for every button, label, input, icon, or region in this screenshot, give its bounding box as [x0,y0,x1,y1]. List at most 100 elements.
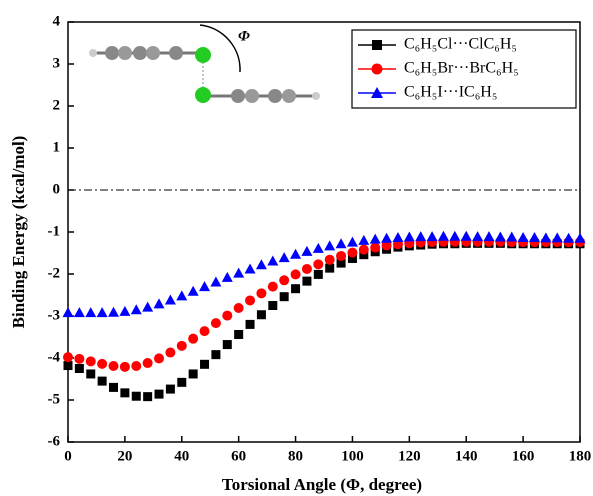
marker [370,234,381,244]
marker [324,240,335,250]
marker [166,385,175,394]
marker [119,306,130,316]
legend-marker [372,64,383,75]
y-tick-label: -5 [48,391,61,407]
marker [85,307,96,317]
marker [132,392,141,401]
marker [199,281,210,291]
marker [200,326,210,336]
marker [200,360,209,369]
marker [154,298,165,308]
x-tick-label: 100 [341,448,364,464]
marker [155,390,164,399]
marker [392,232,403,242]
marker [506,232,517,242]
marker [336,251,346,261]
y-tick-label: -4 [48,349,61,365]
chart: Φ Torsional Angle (Φ, degree) Binding En… [0,0,593,496]
marker [188,286,199,296]
y-tick-label: -1 [48,223,61,239]
marker [427,231,438,241]
marker [280,292,289,301]
marker [234,303,244,313]
marker [142,302,153,312]
molecule-inset: Φ [89,25,320,103]
marker [165,295,176,305]
y-tick-label: 2 [53,97,61,113]
legend-marker [372,40,382,50]
x-tick-label: 0 [64,448,72,464]
marker [256,288,266,298]
marker [98,377,107,386]
marker [449,231,460,241]
marker [257,310,266,319]
marker [302,277,311,286]
marker [347,248,357,258]
x-axis-title: Torsional Angle (Φ, degree) [222,475,422,494]
y-tick-label: 0 [53,181,61,197]
x-tick-label: 160 [512,448,535,464]
marker [131,304,142,314]
marker [358,235,369,245]
marker [552,232,563,242]
marker [336,238,347,248]
marker [575,233,586,243]
legend-label: C₆H₅Br···BrC₆H₅ [404,60,519,77]
x-tick-label: 40 [174,448,189,464]
marker [483,231,494,241]
marker [165,348,175,358]
marker [313,259,323,269]
marker [109,361,119,371]
y-tick-label: 3 [53,55,61,71]
marker [256,259,267,269]
marker [131,361,141,371]
y-tick-label: 4 [53,13,61,29]
y-tick-label: -6 [48,433,61,449]
marker [291,284,300,293]
marker [325,264,334,273]
marker [64,361,73,370]
marker [176,290,187,300]
marker [314,270,323,279]
marker [86,369,95,378]
x-tick-label: 120 [398,448,421,464]
y-tick-label: -2 [48,265,61,281]
marker [495,232,506,242]
marker [279,275,289,285]
marker [154,353,164,363]
x-tick-label: 180 [569,448,592,464]
marker [211,350,220,359]
marker [268,301,277,310]
marker [120,362,130,372]
marker [188,334,198,344]
x-tick-label: 20 [117,448,132,464]
marker [438,231,449,241]
marker [143,392,152,401]
marker [313,243,324,253]
marker [86,356,96,366]
marker [404,232,415,242]
marker [63,352,73,362]
marker [415,231,426,241]
marker [245,263,256,273]
marker [211,318,221,328]
marker [189,369,198,378]
annotation: Φ [238,28,250,44]
marker [268,282,278,292]
marker [325,255,335,265]
marker [518,232,529,242]
marker [291,269,301,279]
marker [108,307,119,317]
marker [109,383,118,392]
marker [222,272,233,282]
marker [234,330,243,339]
marker [97,307,108,317]
x-tick-label: 80 [288,448,303,464]
y-tick-label: -3 [48,307,61,323]
marker [120,388,129,397]
marker [529,232,540,242]
marker [267,255,278,265]
y-axis-title: Binding Energy (kcal/mol) [9,136,28,329]
marker [63,307,74,317]
marker [472,231,483,241]
